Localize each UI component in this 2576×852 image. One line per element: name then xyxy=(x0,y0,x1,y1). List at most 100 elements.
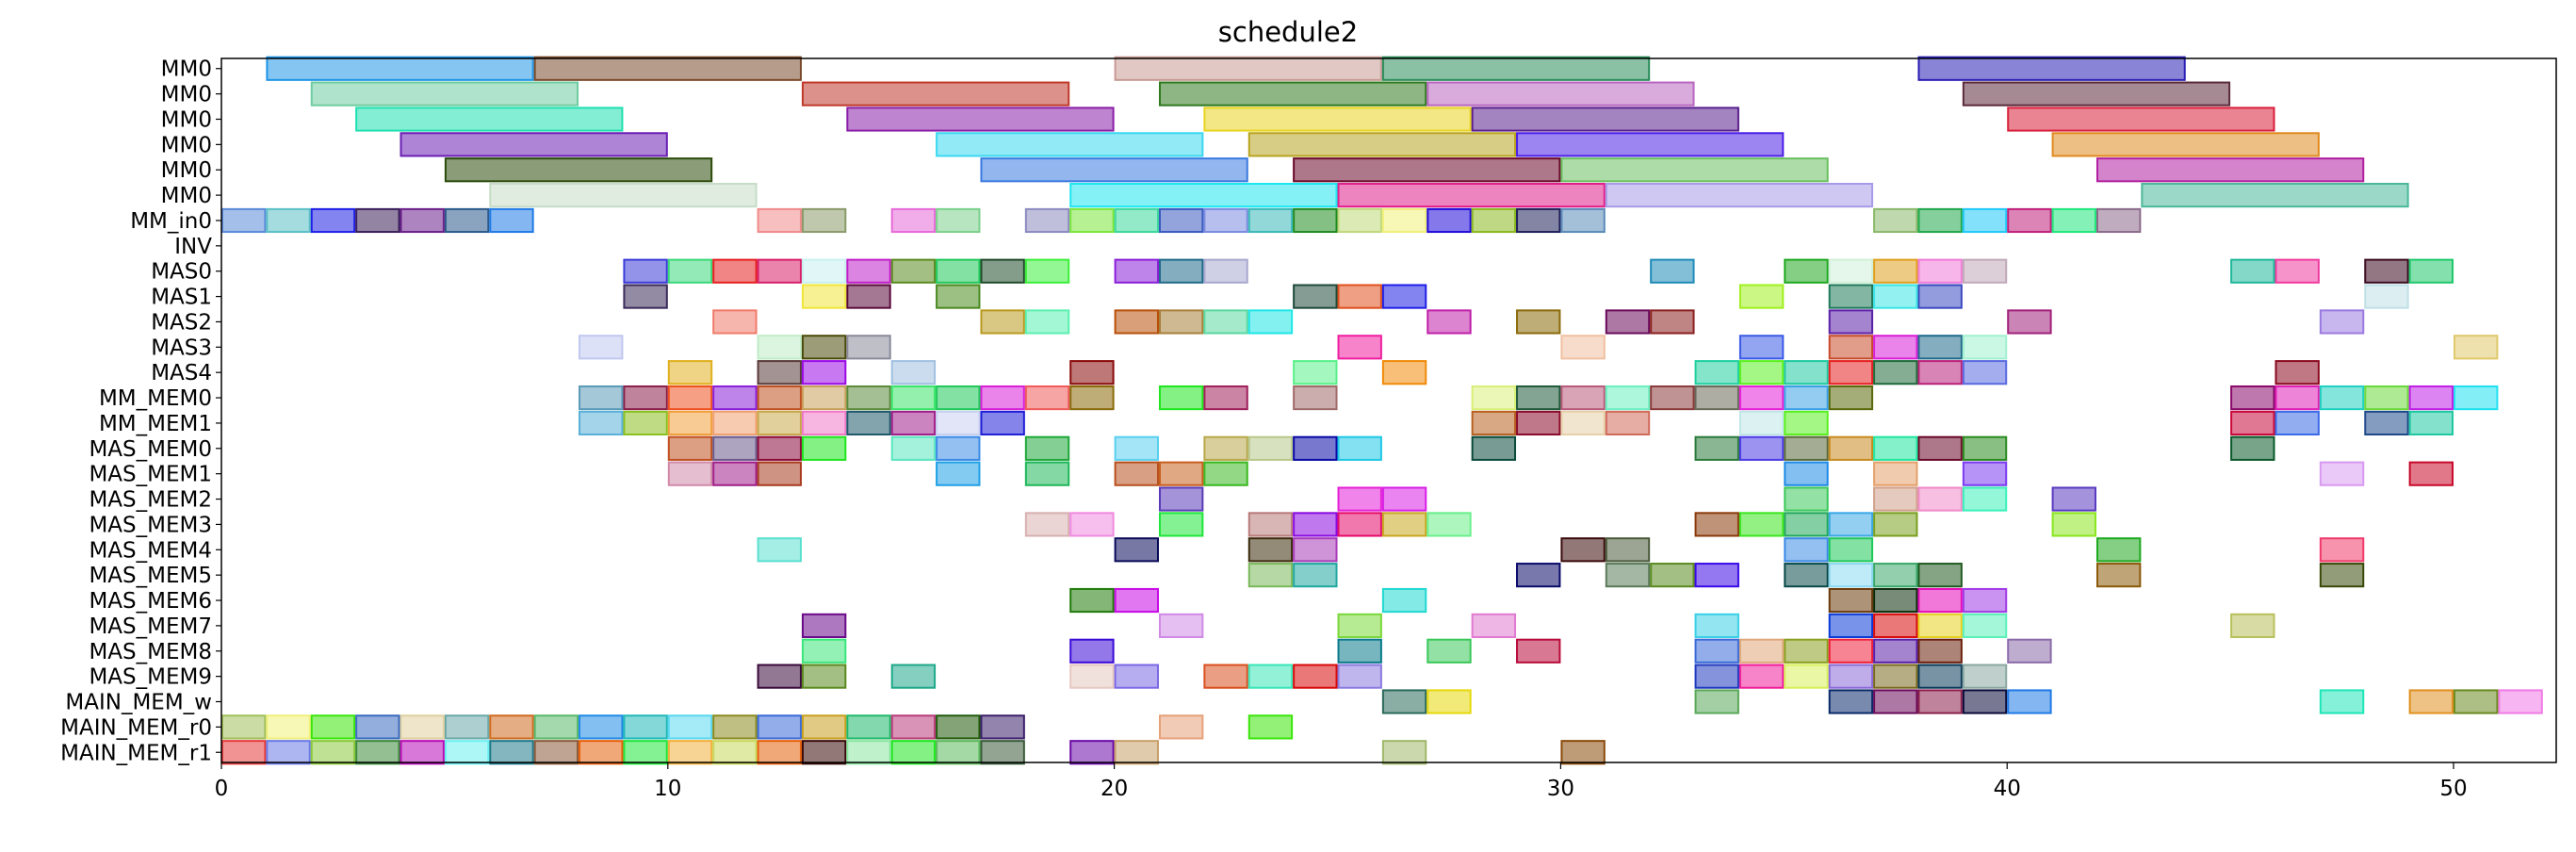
task-bar-mm-mem0-151 xyxy=(1471,385,1517,411)
task-bar-mas-mem9-295 xyxy=(890,664,937,689)
task-bar-main-mem-r0-325 xyxy=(399,714,445,740)
task-bar-mas-mem8-281 xyxy=(801,638,847,664)
task-bar-mm-mem0-163 xyxy=(2364,385,2409,411)
task-bar-main-mem-r1-344 xyxy=(355,740,400,765)
task-bar-mm-in0-34 xyxy=(399,207,445,234)
task-bar-mas-mem0-206 xyxy=(2230,435,2275,461)
task-bar-main-mem-r1-362 xyxy=(1560,740,1606,765)
task-bar-mas-mem4-246 xyxy=(1560,537,1606,563)
task-bar-mm-mem1-185 xyxy=(2408,410,2454,436)
task-bar-mas2-95 xyxy=(712,309,758,335)
task-bar-mm-in0-59 xyxy=(2095,207,2142,234)
task-bar-mm0-9 xyxy=(1962,81,2231,106)
task-bar-mas-mem0-192 xyxy=(1024,435,1070,461)
task-bar-mas1-89 xyxy=(1381,284,1427,309)
task-bar-mas4-135 xyxy=(2274,360,2320,385)
task-bar-main-mem-w-309 xyxy=(1381,689,1427,714)
task-bar-main-mem-r1-355 xyxy=(846,740,891,765)
task-bar-mm-in0-45 xyxy=(1203,207,1248,234)
task-bar-mm-mem0-142 xyxy=(846,385,891,411)
task-bar-mm-in0-33 xyxy=(355,207,400,234)
y-tick-label-mas-mem5: MAS_MEM5 xyxy=(89,564,212,588)
task-bar-mas-mem2-224 xyxy=(1873,486,1918,512)
task-bar-main-mem-w-311 xyxy=(1694,689,1739,714)
task-bar-mas0-73 xyxy=(1650,258,1695,284)
task-bar-mm0-11 xyxy=(846,106,1115,132)
task-bar-main-mem-r1-345 xyxy=(399,740,445,765)
task-bar-mas-mem6-270 xyxy=(1962,587,2008,614)
task-bar-mm0-5 xyxy=(310,81,579,106)
task-bar-mas4-134 xyxy=(1962,360,2008,385)
task-bar-mm-mem0-160 xyxy=(2230,385,2275,411)
task-bar-main-mem-w-317 xyxy=(2319,689,2365,714)
task-bar-main-mem-r1-360 xyxy=(1114,740,1159,765)
task-bar-main-mem-r0-329 xyxy=(579,714,624,740)
task-bar-mm0-29 xyxy=(2141,183,2409,208)
task-bar-mas0-81 xyxy=(2364,258,2409,284)
task-bar-mas-mem0-199 xyxy=(1694,435,1739,461)
task-bar-main-mem-r0-321 xyxy=(221,714,267,740)
task-bar-mm0-12 xyxy=(1203,106,1472,132)
task-bar-mas-mem6-267 xyxy=(1828,587,1874,614)
task-bar-mm-in0-30 xyxy=(221,207,267,234)
y-tick-label-mas-mem8: MAS_MEM8 xyxy=(89,640,212,664)
task-bar-mas-mem5-257 xyxy=(1694,563,1739,588)
task-bar-mas-mem3-238 xyxy=(1784,512,1829,537)
task-bar-mas-mem0-200 xyxy=(1738,435,1785,461)
task-bar-mas0-74 xyxy=(1784,258,1829,284)
task-bar-mas-mem3-234 xyxy=(1381,512,1427,537)
task-bar-mm-mem0-154 xyxy=(1605,385,1651,411)
task-bar-mm-in0-35 xyxy=(444,207,490,234)
task-bar-mas0-60 xyxy=(623,258,668,284)
y-tick-label-mas-mem6: MAS_MEM6 xyxy=(89,589,212,614)
task-bar-mas-mem8-289 xyxy=(1828,638,1874,664)
task-bar-mas-mem0-193 xyxy=(1114,435,1159,461)
task-bar-mas0-65 xyxy=(846,258,891,284)
task-bar-mm0-17 xyxy=(1247,132,1517,157)
task-bar-main-mem-r0-331 xyxy=(667,714,713,740)
plot-frame xyxy=(220,57,2557,763)
task-bar-mm-mem0-150 xyxy=(1293,385,1338,411)
task-bar-mm-mem1-181 xyxy=(1784,410,1829,436)
task-bar-main-mem-w-313 xyxy=(1873,689,1918,714)
task-bar-mas-mem2-222 xyxy=(1381,486,1427,512)
task-bar-main-mem-r0-333 xyxy=(757,714,802,740)
task-bar-mas0-71 xyxy=(1158,258,1204,284)
task-bar-mas-mem7-280 xyxy=(2230,613,2275,638)
task-bar-mm-mem0-146 xyxy=(1024,385,1070,411)
task-bar-mas-mem0-187 xyxy=(712,435,758,461)
task-bar-mm-in0-58 xyxy=(2051,207,2096,234)
task-bar-mas-mem0-196 xyxy=(1293,435,1338,461)
task-bar-mas1-87 xyxy=(1293,284,1338,309)
task-bar-mas0-63 xyxy=(757,258,802,284)
task-bar-mas-mem2-220 xyxy=(1158,486,1204,512)
task-bar-mas1-84 xyxy=(801,284,847,309)
y-tick-label-mas-mem0: MAS_MEM0 xyxy=(89,437,212,462)
task-bar-mm0-21 xyxy=(980,157,1248,183)
task-bar-mas-mem4-244 xyxy=(1247,537,1294,563)
task-bar-mm-mem0-147 xyxy=(1069,385,1115,411)
task-bar-mas-mem9-304 xyxy=(1784,664,1829,689)
task-bar-mas-mem1-216 xyxy=(1873,461,1918,486)
task-bar-mas-mem2-225 xyxy=(1917,486,1963,512)
task-bar-mm-in0-46 xyxy=(1247,207,1294,234)
task-bar-mas-mem5-260 xyxy=(1873,563,1918,588)
y-tick-label-mm0: MM0 xyxy=(161,57,212,82)
task-bar-mas-mem1-209 xyxy=(757,461,802,486)
y-tick-label-inv: INV xyxy=(174,235,212,259)
task-bar-mas-mem9-294 xyxy=(801,664,847,689)
task-bar-mm-in0-38 xyxy=(801,207,847,234)
y-tick-label-mas4: MAS4 xyxy=(151,361,212,385)
task-bar-mm-mem1-171 xyxy=(801,410,847,436)
task-bar-mas-mem3-228 xyxy=(1024,512,1070,537)
task-bar-mas-mem5-256 xyxy=(1650,563,1695,588)
task-bar-mas-mem5-252 xyxy=(1247,563,1294,588)
task-bar-main-mem-r1-343 xyxy=(310,740,356,765)
task-bar-mm-mem1-172 xyxy=(846,410,891,436)
task-bar-mas-mem3-240 xyxy=(1873,512,1918,537)
task-bar-mm-mem0-156 xyxy=(1694,385,1739,411)
task-bar-mm-in0-50 xyxy=(1427,207,1472,234)
task-bar-mas2-100 xyxy=(1203,309,1248,335)
task-bar-mas-mem1-217 xyxy=(1962,461,2008,486)
task-bar-mas2-98 xyxy=(1114,309,1159,335)
